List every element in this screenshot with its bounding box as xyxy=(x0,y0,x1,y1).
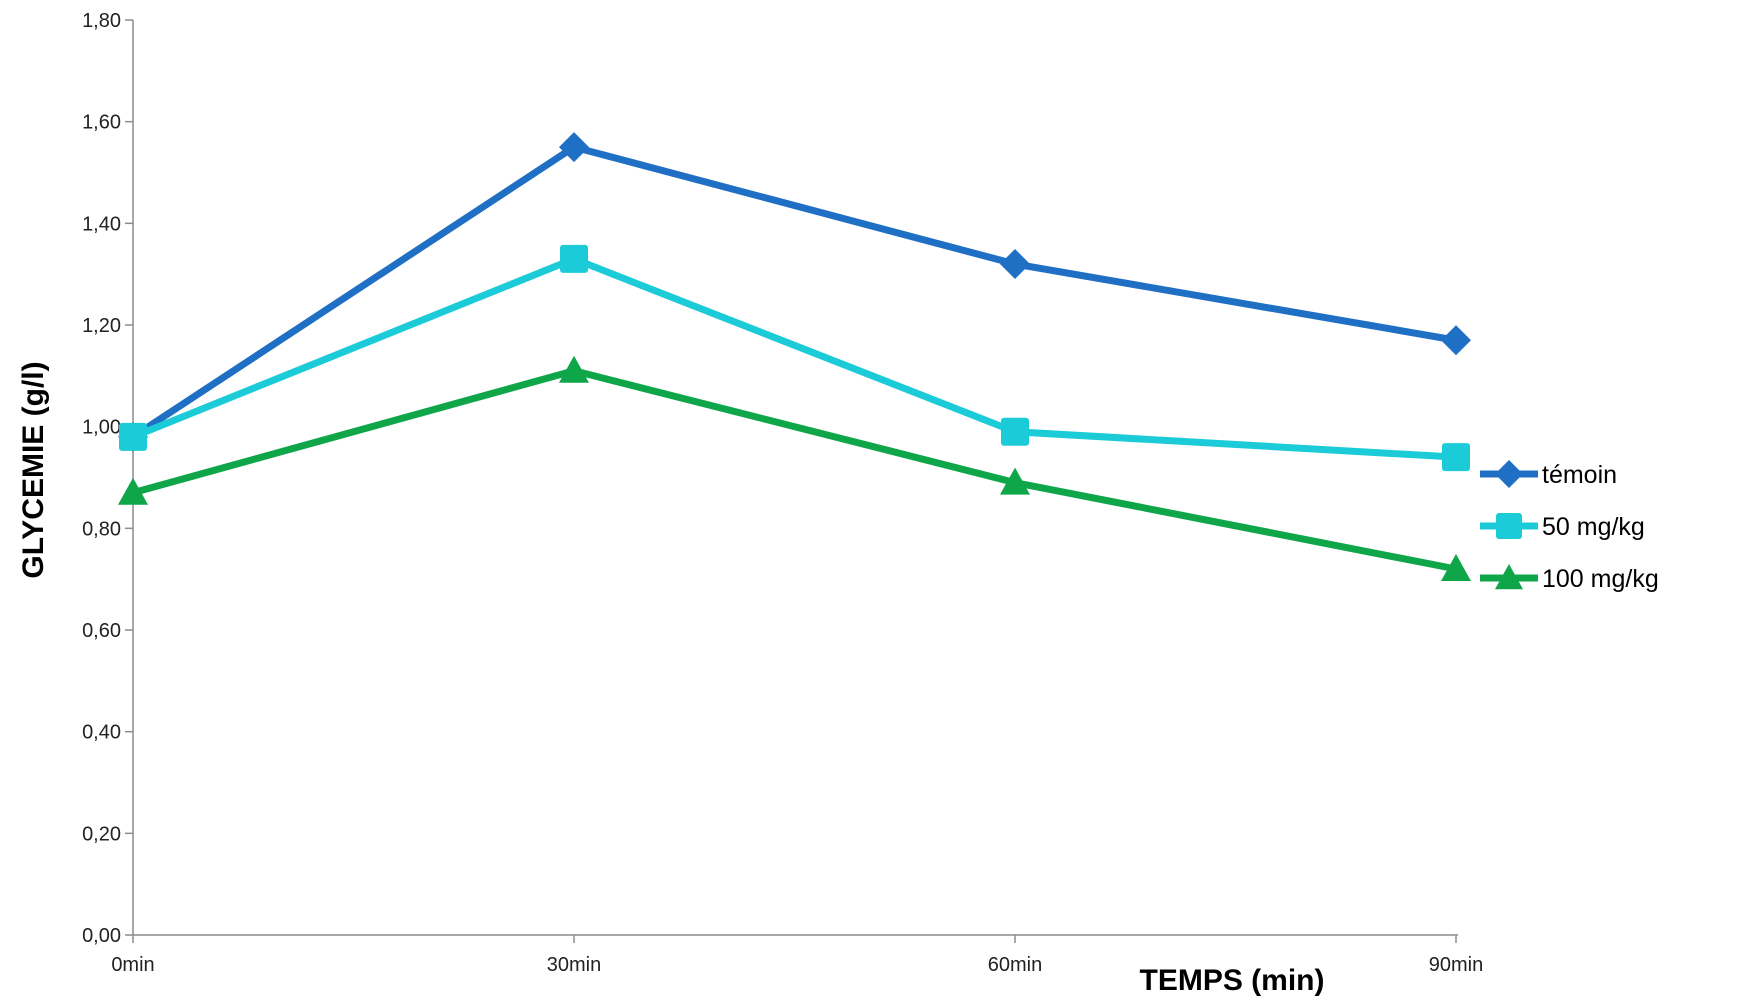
legend-marker xyxy=(1496,513,1522,539)
y-tick-label: 0,20 xyxy=(82,823,121,845)
legend-marker xyxy=(1495,564,1523,590)
chart-axes xyxy=(132,20,1458,936)
data-point-marker xyxy=(118,477,148,505)
chart-legend: témoin 50 mg/kg 100 mg/kg xyxy=(1480,460,1659,593)
data-point-marker xyxy=(1441,554,1471,581)
x-tick-label: 60min xyxy=(988,954,1042,976)
data-point-marker xyxy=(559,132,589,163)
data-point-marker xyxy=(1441,325,1471,356)
legend-item: témoin xyxy=(1480,460,1617,489)
series-1 xyxy=(119,244,1470,472)
series-0 xyxy=(118,132,1471,452)
legend-item: 100 mg/kg xyxy=(1480,564,1659,593)
legend-label: 100 mg/kg xyxy=(1542,565,1659,593)
y-tick-label: 0,80 xyxy=(82,518,121,540)
y-tick-label: 0,00 xyxy=(82,925,121,947)
x-axis-ticks: 0min 30min 60min 90min xyxy=(111,935,1483,976)
data-point-marker xyxy=(1001,417,1029,446)
legend-label: témoin xyxy=(1542,461,1617,489)
y-tick-label: 1,40 xyxy=(82,213,121,235)
legend-label: 50 mg/kg xyxy=(1542,513,1645,541)
y-tick-label: 1,60 xyxy=(82,112,121,134)
x-tick-label: 30min xyxy=(547,954,601,976)
data-point-marker xyxy=(1000,249,1030,279)
y-tick-label: 1,00 xyxy=(82,417,121,439)
series-line xyxy=(129,143,1460,441)
data-point-marker xyxy=(560,244,588,273)
x-tick-label: 0min xyxy=(111,954,154,976)
x-tick-label: 90min xyxy=(1429,954,1483,976)
y-tick-label: 1,20 xyxy=(82,315,121,337)
x-axis-title: TEMPS (min) xyxy=(1140,964,1325,997)
data-point-marker xyxy=(1442,443,1470,472)
y-axis-title: GLYCEMIE (g/l) xyxy=(17,361,50,578)
series-2 xyxy=(118,355,1471,581)
legend-marker xyxy=(1495,460,1523,488)
series-layer xyxy=(118,132,1471,581)
y-axis-ticks: 0,00 0,20 0,40 0,60 0,80 1,00 1,20 1,40 1,60 1,80 xyxy=(82,10,133,947)
legend-item: 50 mg/kg xyxy=(1480,513,1645,541)
series-line xyxy=(129,367,1460,573)
series-line xyxy=(129,255,1460,461)
y-tick-label: 0,40 xyxy=(82,722,121,744)
data-point-marker xyxy=(559,355,589,383)
data-point-marker xyxy=(1000,467,1030,495)
y-tick-label: 0,60 xyxy=(82,620,121,642)
data-point-marker xyxy=(119,422,147,451)
y-tick-label: 1,80 xyxy=(82,10,121,32)
